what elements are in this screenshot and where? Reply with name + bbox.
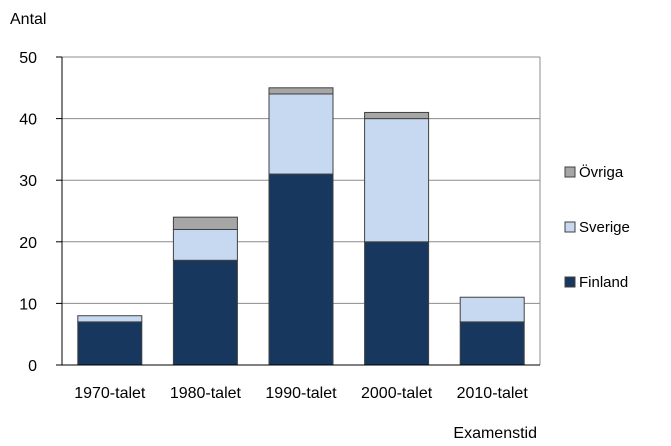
y-tick-label: 50 (19, 50, 37, 67)
axes-layer: 0 10 20 30 40 50 1970-talet 1980-talet 1990-tale… (19, 50, 541, 402)
y-axis-label: Antal (10, 11, 46, 28)
bar-finland (172, 259, 238, 366)
bar-finland (459, 321, 525, 366)
x-tick-label: 2000-talet (361, 385, 433, 402)
bar-övriga (172, 216, 238, 230)
x-axis-label: Examenstid (453, 425, 537, 441)
bars-layer (77, 87, 525, 366)
legend-swatch (564, 221, 576, 233)
bar-sverige (268, 93, 334, 175)
y-tick-label: 10 (19, 296, 37, 313)
legend-label: Finland (579, 274, 628, 291)
legend-label: Övriga (579, 163, 624, 181)
bar-sverige (364, 118, 430, 243)
bar-finland (77, 321, 143, 366)
bar-övriga (268, 87, 334, 95)
legend-swatch (564, 166, 576, 178)
y-tick-label: 20 (19, 235, 37, 252)
legend-label: Sverige (579, 219, 630, 236)
y-tick-label: 30 (19, 173, 37, 190)
bar-sverige (172, 228, 238, 261)
bar-sverige (77, 315, 143, 323)
x-tick-label: 1970-talet (74, 385, 146, 402)
legend-swatch (564, 276, 576, 288)
x-tick-label: 1990-talet (265, 385, 337, 402)
bar-finland (268, 173, 334, 366)
legend: Övriga Sverige Finland (564, 163, 630, 291)
y-tick-label: 0 (28, 358, 37, 375)
bar-övriga (364, 111, 430, 120)
x-tick-label: 2010-talet (457, 385, 529, 402)
x-tick-label: 1980-talet (170, 385, 242, 402)
bar-sverige (459, 296, 525, 323)
y-tick-label: 40 (19, 112, 37, 129)
bar-finland (364, 241, 430, 366)
